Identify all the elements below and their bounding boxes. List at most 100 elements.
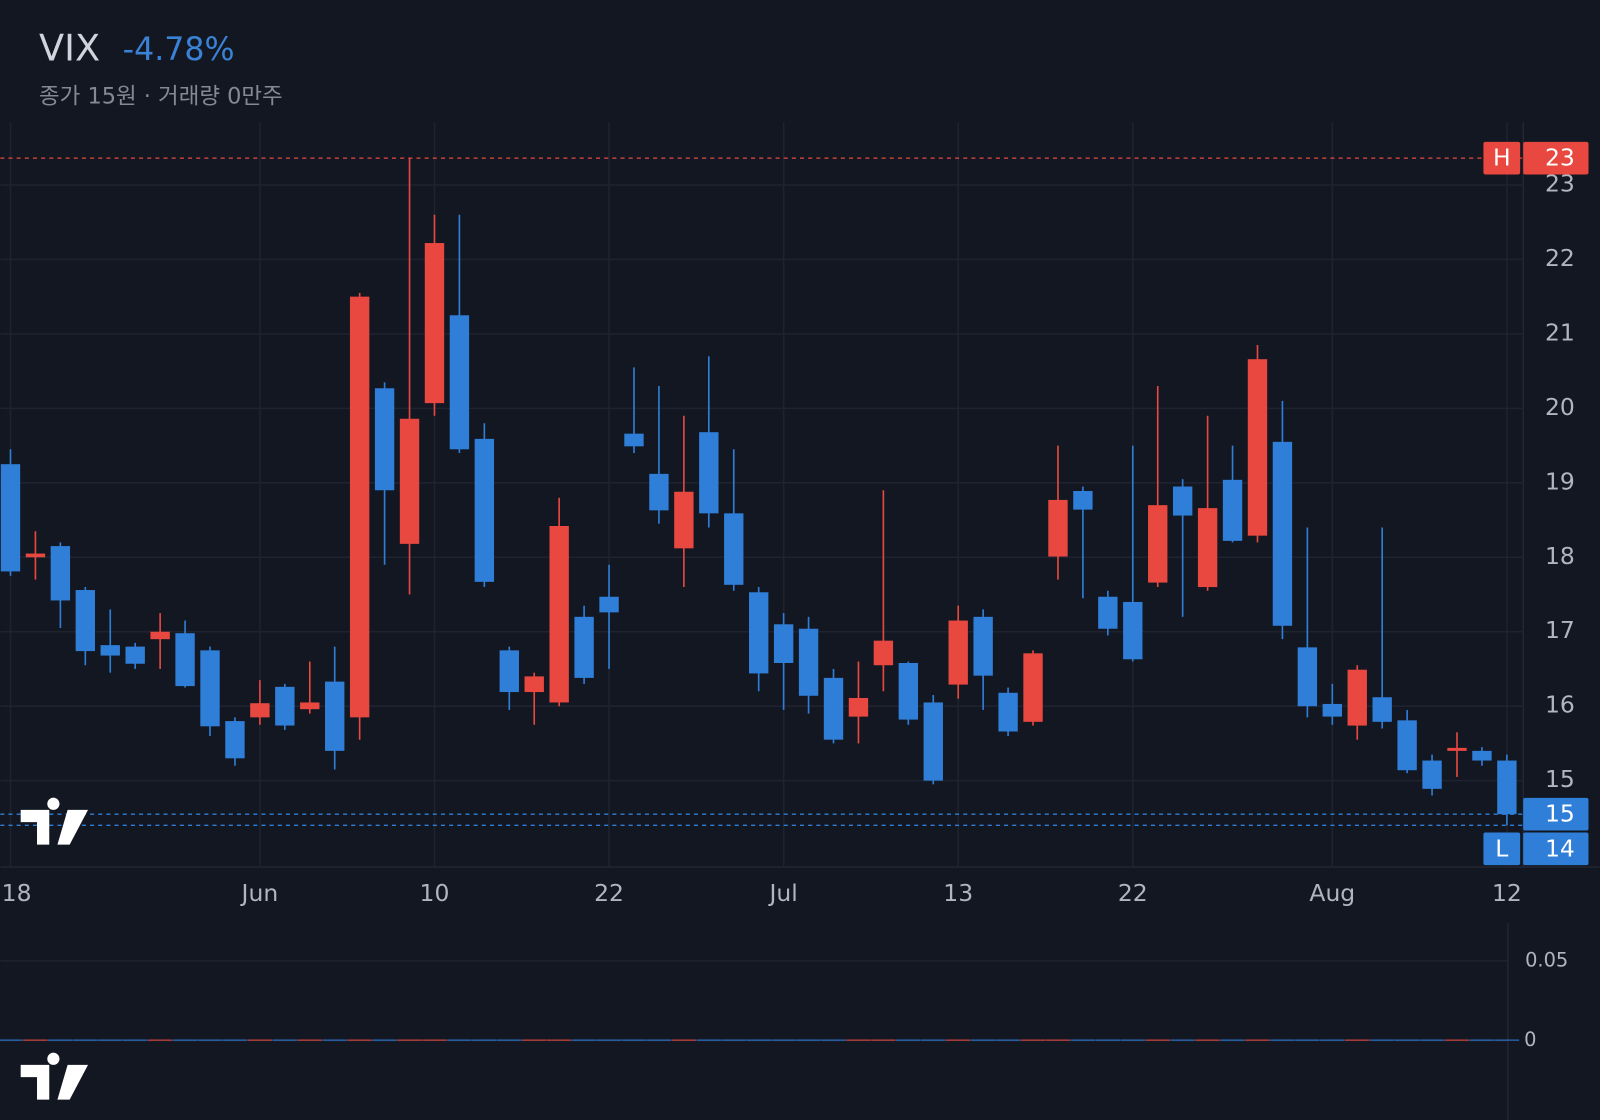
candle-body [574, 616, 594, 678]
candle-body [1397, 720, 1417, 771]
candle-body [1422, 760, 1442, 789]
candle-body [349, 296, 370, 718]
candle-body [848, 698, 869, 717]
price-tag-letter-box [1483, 141, 1521, 175]
candle-body [699, 432, 719, 514]
volume-bar [621, 1039, 647, 1041]
x-tick-label: Aug [1309, 879, 1355, 907]
candle-body [449, 315, 470, 450]
price-tag [1523, 797, 1589, 831]
symbol: VIX [39, 26, 100, 69]
volume-bar [322, 1039, 347, 1041]
x-tick-label: Jul [767, 879, 797, 907]
candle-body [1197, 508, 1218, 588]
volume-bar [596, 1039, 622, 1041]
volume-bar [921, 1039, 946, 1041]
candle-body [225, 721, 245, 759]
candle-body [1172, 486, 1193, 516]
volume-bar [546, 1039, 572, 1041]
candle-body [1447, 747, 1467, 751]
volume-bar [247, 1039, 273, 1041]
candle-body [873, 640, 894, 666]
volume-bar [172, 1039, 198, 1041]
candle-body [549, 525, 569, 703]
volume-bar [1020, 1039, 1046, 1041]
volume-bar [1170, 1039, 1195, 1041]
volume-bar [397, 1039, 422, 1041]
plot: 18 Jun 10 22 Jul 13 22 Aug 121516171819202122232… [0, 122, 1589, 1051]
y-tick-label: 19 [1545, 467, 1575, 495]
y-tick-label: 18 [1545, 542, 1575, 570]
candle-body [374, 388, 395, 491]
volume-bar [1195, 1039, 1220, 1041]
candle-body [973, 616, 993, 676]
candle-body [125, 646, 145, 664]
volume-bar [222, 1039, 248, 1041]
candle-body [1247, 359, 1268, 536]
candle-body [150, 631, 170, 640]
logo-mark [20, 1052, 89, 1100]
candle-body [25, 553, 46, 558]
candle-body [599, 596, 619, 613]
candle-body [1297, 647, 1318, 707]
volume-bar [896, 1039, 921, 1041]
volume-bar [48, 1039, 73, 1041]
volume-bar [1245, 1039, 1270, 1041]
volume-bar [1394, 1039, 1420, 1041]
volume-bar [1295, 1039, 1320, 1041]
volume-bar [746, 1039, 771, 1041]
y-tick-label: 0 [1524, 1028, 1536, 1051]
logo-mark [20, 797, 89, 845]
candle-body [474, 438, 495, 582]
volume-bar [472, 1039, 497, 1041]
candle-body [898, 663, 919, 720]
volume-bar [1095, 1039, 1121, 1041]
volume-bar [1070, 1039, 1096, 1041]
volume-bar [945, 1039, 971, 1041]
volume-bar [846, 1039, 871, 1041]
volume-bar [1320, 1039, 1345, 1041]
candle-body [1497, 760, 1517, 815]
volume-bar [122, 1039, 148, 1041]
candle-body [823, 677, 844, 740]
price-tag-label: 14 [1545, 834, 1575, 862]
candle-body [175, 633, 195, 687]
volume-bar [871, 1039, 896, 1041]
price-tag-label: 15 [1545, 800, 1575, 828]
volume-bar [995, 1039, 1021, 1041]
candle-body [1123, 601, 1143, 660]
candle-body [424, 243, 445, 404]
candle-body [1048, 499, 1068, 557]
volume-bar [272, 1039, 298, 1041]
volume-bar [696, 1039, 722, 1041]
candle-body [50, 546, 71, 601]
x-tick-label: 13 [943, 879, 973, 907]
volume-bar [521, 1039, 547, 1041]
volume-bar [73, 1039, 98, 1041]
candle-body [748, 592, 769, 674]
volume-bar [1345, 1039, 1370, 1041]
y-tick-label: 0.05 [1525, 948, 1568, 971]
candle-body [275, 686, 295, 726]
volume-bar [1120, 1039, 1146, 1041]
volume-bar [1444, 1039, 1470, 1041]
volume-bar [771, 1039, 796, 1041]
volume-bar [1270, 1039, 1295, 1041]
volume-bar [721, 1039, 746, 1041]
candle-body [75, 590, 96, 652]
volume-bar [1145, 1039, 1170, 1041]
candle-body [1372, 697, 1392, 722]
candle-body [1222, 479, 1243, 541]
price-tag-letter: L [1495, 834, 1508, 862]
candle-body [100, 645, 120, 656]
candle-body [1322, 703, 1342, 717]
volume-bar [1419, 1039, 1445, 1041]
candle-body [1023, 653, 1043, 722]
candle-body [773, 624, 794, 664]
volume-bar [1494, 1039, 1520, 1041]
volume-bar [0, 1039, 23, 1041]
candle-body [524, 676, 544, 693]
volume-bar [671, 1039, 697, 1041]
volume-bar [1469, 1039, 1495, 1041]
